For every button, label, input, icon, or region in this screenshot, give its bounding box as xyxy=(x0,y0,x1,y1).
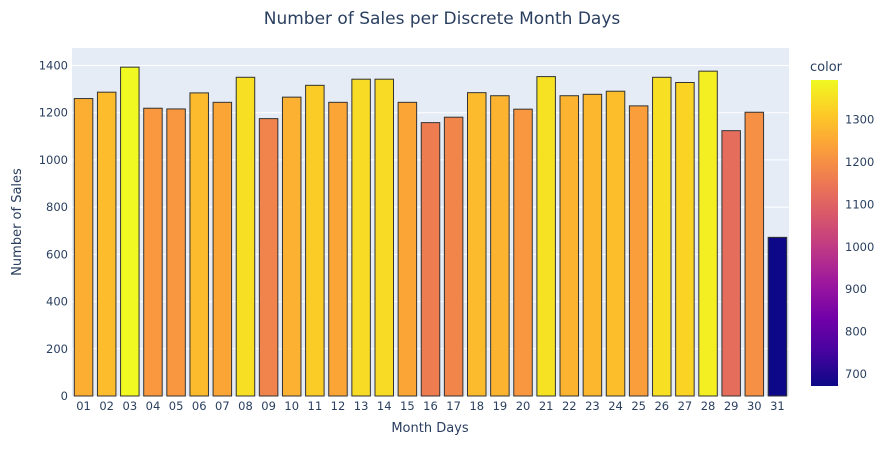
bar-31[interactable] xyxy=(767,236,788,397)
x-tick-label: 27 xyxy=(678,399,693,413)
y-tick-label: 0 xyxy=(61,389,68,403)
bar-25[interactable] xyxy=(628,105,649,397)
colorbar-tick-label: 1000 xyxy=(845,240,874,254)
x-tick-label: 16 xyxy=(423,399,438,413)
x-tick-label: 28 xyxy=(701,399,716,413)
x-tick-label: 14 xyxy=(377,399,392,413)
x-tick-label: 22 xyxy=(562,399,577,413)
x-tick-label: 30 xyxy=(747,399,762,413)
x-tick-label: 15 xyxy=(400,399,415,413)
x-tick-label: 02 xyxy=(99,399,114,413)
bar-04[interactable] xyxy=(143,107,163,397)
colorbar-title: color xyxy=(810,60,843,75)
chart-title: Number of Sales per Discrete Month Days xyxy=(264,9,621,29)
x-tick-labels: 01 02 03 04 05 06 07 08 09 10 11 12 13 14 15 16 17 18 19 20… xyxy=(76,399,785,413)
x-tick-label: 08 xyxy=(238,399,253,413)
bar-10[interactable] xyxy=(281,96,302,397)
bar-30[interactable] xyxy=(744,111,765,397)
y-tick-label: 600 xyxy=(46,247,68,261)
bar-29[interactable] xyxy=(721,130,741,397)
x-tick-label: 01 xyxy=(76,399,91,413)
colorbar xyxy=(811,80,838,386)
bar-05[interactable] xyxy=(166,108,186,397)
y-tick-label: 1000 xyxy=(39,153,68,167)
bar-11[interactable] xyxy=(305,84,325,397)
colorbar-tick-labels: 700 800 900 1000 1100 1200 1300 xyxy=(845,112,874,381)
colorbar-tick-label: 800 xyxy=(845,325,867,339)
x-tick-label: 31 xyxy=(770,399,785,413)
bar-08[interactable] xyxy=(235,76,256,397)
colorbar-tick-label: 700 xyxy=(845,367,867,381)
bar-15[interactable] xyxy=(397,101,418,397)
x-tick-label: 05 xyxy=(169,399,184,413)
y-tick-label: 800 xyxy=(46,200,68,214)
x-axis-title: Month Days xyxy=(391,421,469,436)
bar-16[interactable] xyxy=(420,122,441,397)
x-tick-label: 25 xyxy=(631,399,646,413)
x-tick-label: 17 xyxy=(446,399,461,413)
y-axis-title: Number of Sales xyxy=(10,168,25,276)
bar-22[interactable] xyxy=(559,95,580,397)
x-tick-label: 04 xyxy=(146,399,161,413)
y-tick-label: 400 xyxy=(46,295,68,309)
bar-02[interactable] xyxy=(96,91,117,397)
bar-17[interactable] xyxy=(443,116,464,397)
x-tick-label: 11 xyxy=(308,399,323,413)
x-tick-label: 18 xyxy=(469,399,484,413)
x-tick-label: 29 xyxy=(724,399,739,413)
y-tick-label: 200 xyxy=(46,342,68,356)
x-tick-label: 13 xyxy=(354,399,369,413)
x-tick-label: 09 xyxy=(261,399,276,413)
bar-26[interactable] xyxy=(652,76,672,397)
bar-18[interactable] xyxy=(467,92,487,397)
bar-28[interactable] xyxy=(698,70,718,397)
bar-06[interactable] xyxy=(189,92,209,397)
bar-07[interactable] xyxy=(212,101,233,397)
x-tick-label: 10 xyxy=(284,399,299,413)
x-tick-label: 03 xyxy=(123,399,138,413)
bar-12[interactable] xyxy=(328,101,348,397)
bar-19[interactable] xyxy=(490,95,510,397)
colorbar-tick-label: 1100 xyxy=(845,197,874,211)
x-tick-label: 26 xyxy=(654,399,669,413)
bar-27[interactable] xyxy=(675,81,695,397)
bar-24[interactable] xyxy=(605,90,626,397)
x-tick-label: 19 xyxy=(493,399,508,413)
x-tick-label: 21 xyxy=(539,399,554,413)
x-tick-label: 23 xyxy=(585,399,600,413)
y-tick-label: 1400 xyxy=(39,59,68,73)
y-tick-labels: 0 200 400 600 800 1000 1200 1400 xyxy=(39,59,68,404)
colorbar-tick-label: 1300 xyxy=(845,112,874,126)
bar-13[interactable] xyxy=(351,78,371,397)
x-tick-label: 24 xyxy=(608,399,623,413)
bar-09[interactable] xyxy=(258,118,279,397)
bar-21[interactable] xyxy=(536,76,556,397)
bar-03[interactable] xyxy=(120,66,140,397)
bars xyxy=(73,66,788,397)
colorbar-tick-label: 1200 xyxy=(845,155,874,169)
x-tick-label: 20 xyxy=(516,399,531,413)
colorbar-tick-label: 900 xyxy=(845,282,867,296)
x-tick-label: 12 xyxy=(331,399,346,413)
bar-20[interactable] xyxy=(513,108,533,397)
y-tick-label: 1200 xyxy=(39,106,68,120)
x-tick-label: 07 xyxy=(215,399,230,413)
x-tick-label: 06 xyxy=(192,399,207,413)
bar-23[interactable] xyxy=(582,93,603,397)
bar-14[interactable] xyxy=(374,78,394,397)
bar-01[interactable] xyxy=(73,98,94,397)
